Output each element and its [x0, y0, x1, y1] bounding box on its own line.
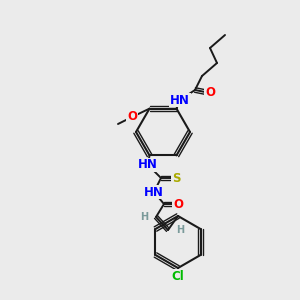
- Text: H: H: [140, 212, 148, 222]
- Text: O: O: [127, 110, 137, 124]
- Text: O: O: [205, 86, 215, 100]
- Text: HN: HN: [138, 158, 158, 172]
- Text: S: S: [172, 172, 180, 184]
- Text: HN: HN: [170, 94, 190, 106]
- Text: Cl: Cl: [172, 269, 184, 283]
- Text: HN: HN: [144, 185, 164, 199]
- Text: H: H: [176, 225, 184, 235]
- Text: O: O: [173, 197, 183, 211]
